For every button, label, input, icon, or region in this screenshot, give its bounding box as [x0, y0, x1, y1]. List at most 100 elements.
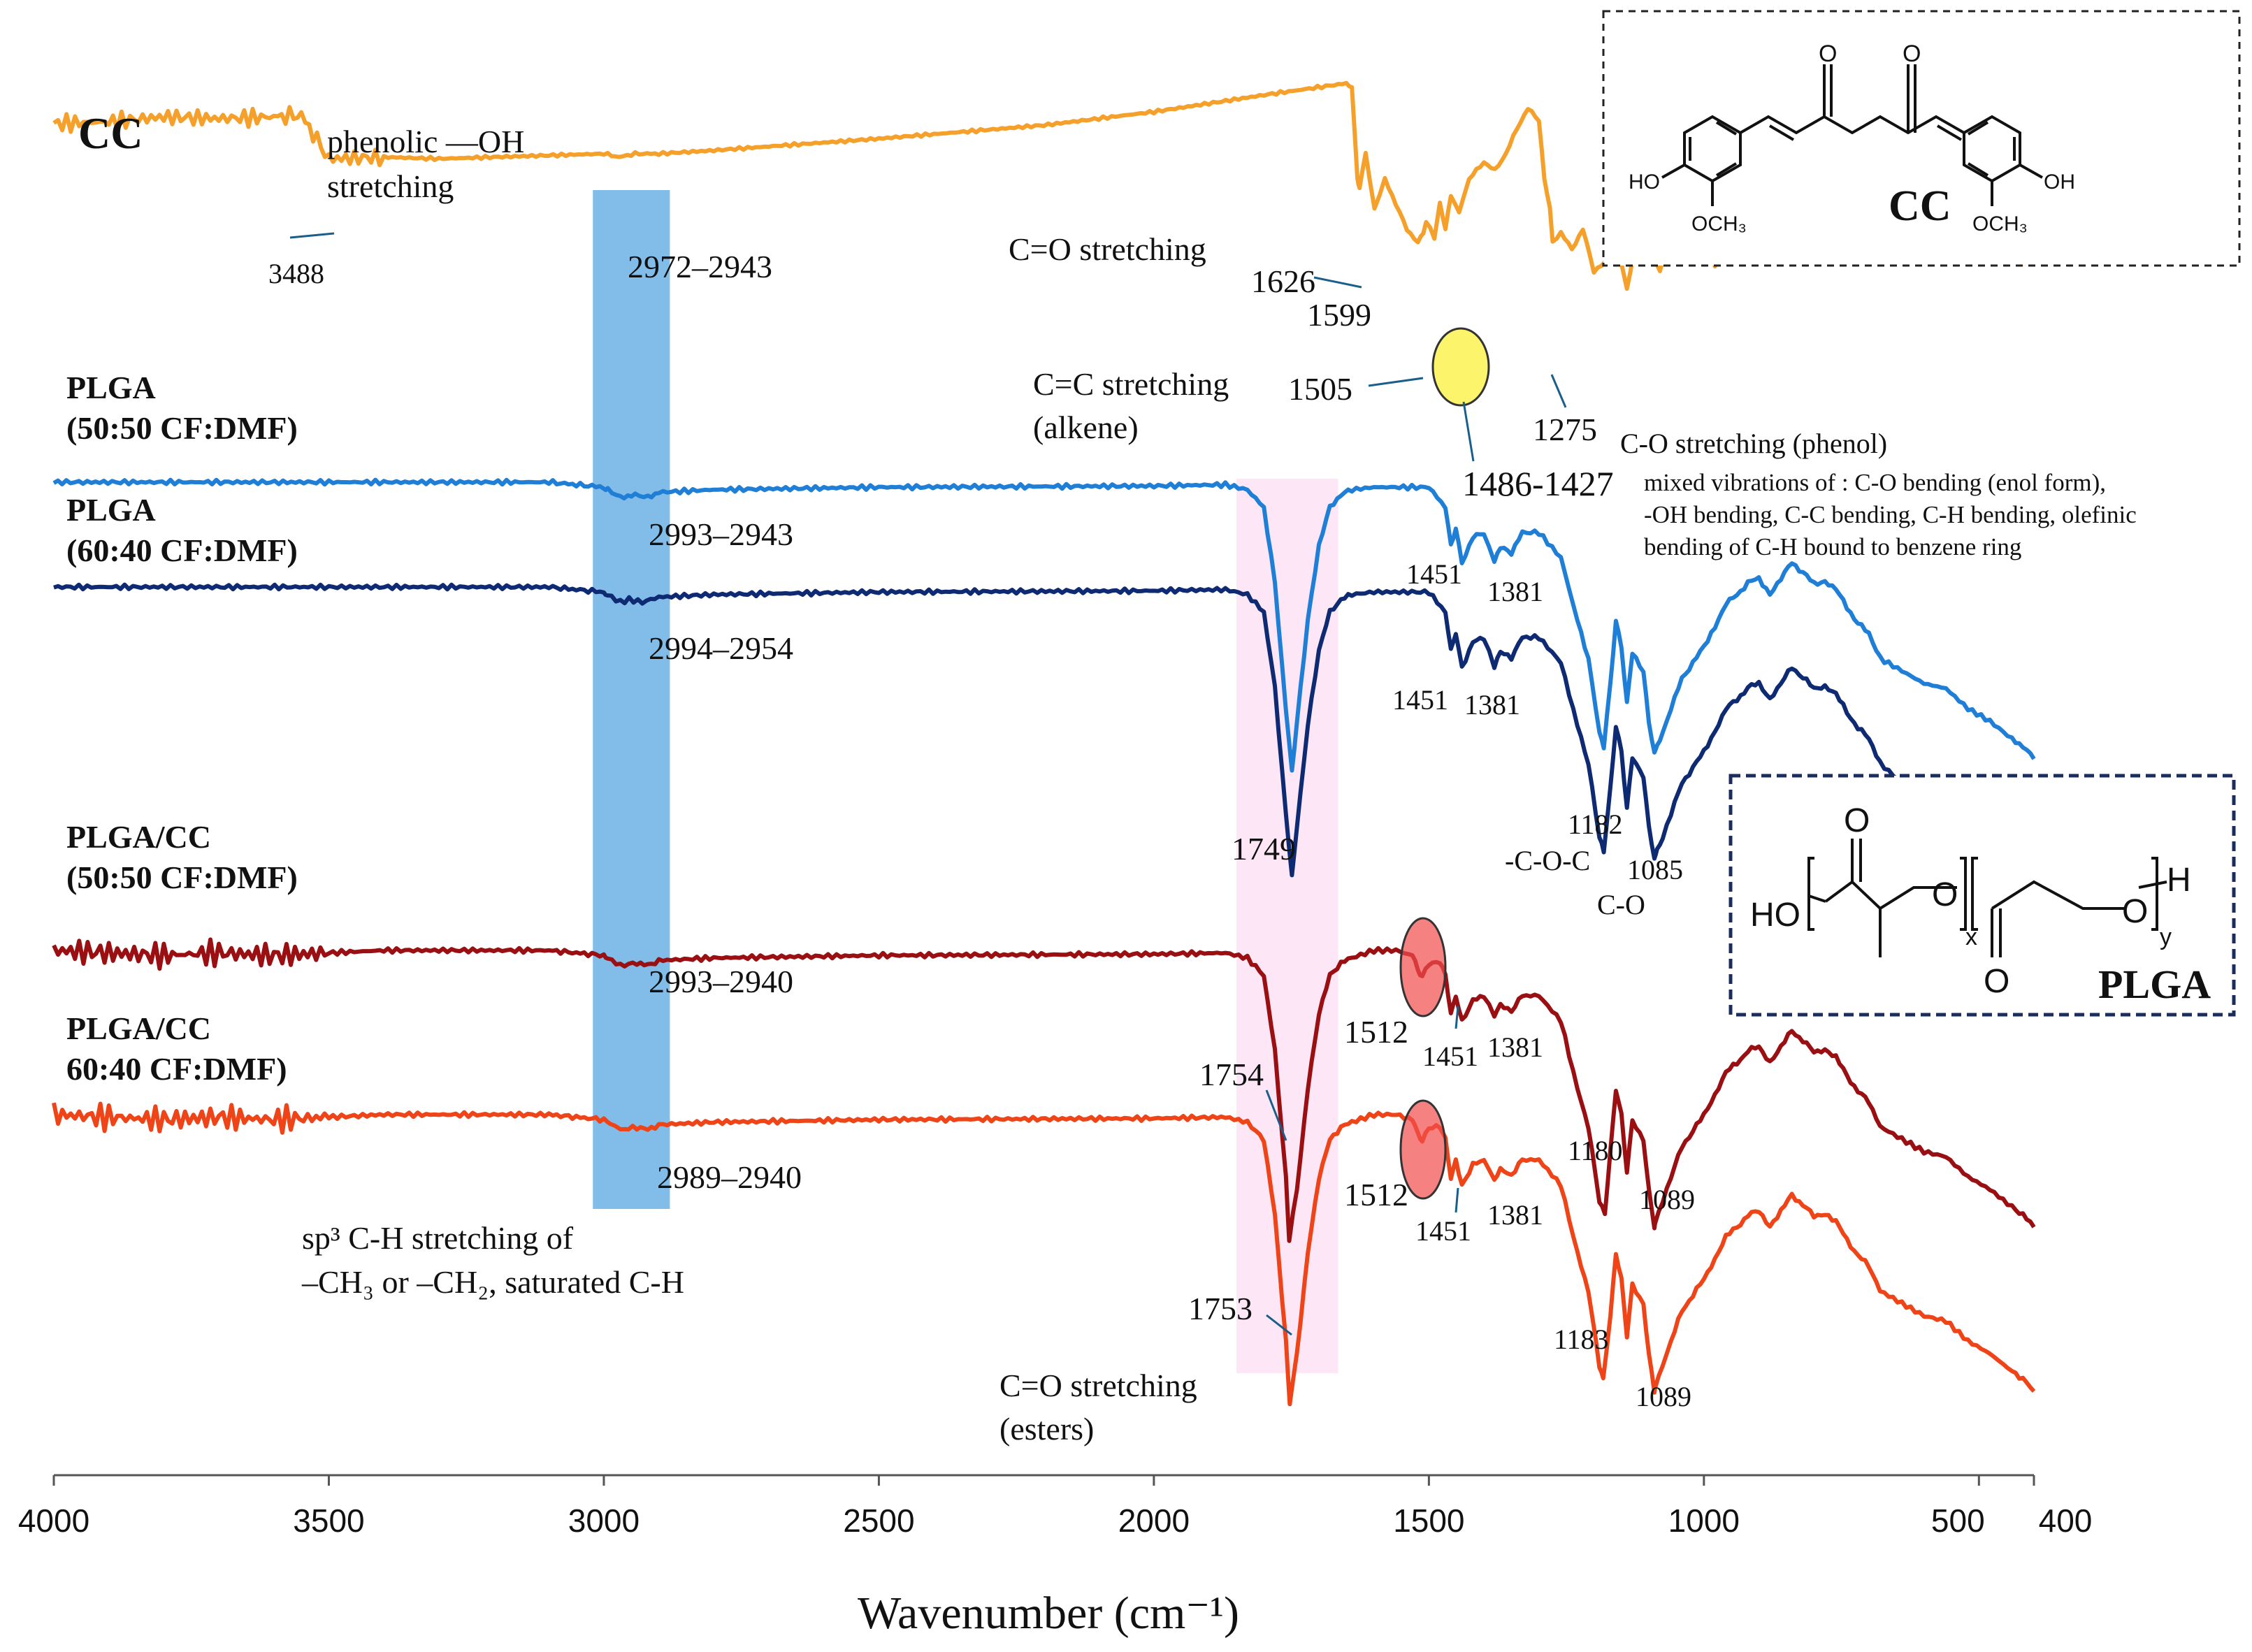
plga-structure-sub-y: y — [2160, 924, 2172, 950]
annotation-mixed-line1: mixed vibrations of : C-O bending (enol … — [1644, 469, 2106, 496]
cc-structure-o2: O — [1903, 41, 1921, 67]
peak-label-1381-plga6040: 1381 — [1464, 689, 1520, 720]
annotation-mixed-line2: -OH bending, C-C bending, C-H bending, o… — [1644, 501, 2137, 528]
x-tick-label-2500: 2500 — [843, 1502, 914, 1539]
peak-label-1381-plgacc5050: 1381 — [1487, 1031, 1543, 1063]
series-label-plga-5050-line1: PLGA — [66, 370, 156, 405]
leader-1754 — [1265, 1089, 1287, 1141]
plga-structure-o-end: O — [2122, 893, 2148, 930]
annotation-cc-stretching-line2: (alkene) — [1033, 410, 1139, 445]
series-label-plga-6040-line2: (60:40 CF:DMF) — [66, 532, 298, 568]
leader-1626 — [1313, 276, 1362, 289]
spectra-group — [52, 80, 2036, 1407]
peak-label-1381-plga5050: 1381 — [1487, 576, 1543, 607]
series-label-plga-5050-line2: (50:50 CF:DMF) — [66, 410, 298, 446]
leader-1275 — [1550, 374, 1567, 408]
annotation-co-phenol: C-O stretching (phenol) — [1620, 428, 1887, 459]
peak-label-1505: 1505 — [1288, 371, 1352, 407]
x-tick-label-1000: 1000 — [1668, 1502, 1740, 1539]
cc-structure-title: CC — [1889, 182, 1951, 230]
peak-label-3488: 3488 — [268, 258, 324, 289]
leader-1451-a — [1455, 1006, 1459, 1029]
series-line-4 — [52, 1101, 2036, 1407]
series-line-1 — [52, 477, 2036, 773]
leader-3488 — [289, 232, 335, 239]
annotation-ester-line1: C=O stretching — [999, 1368, 1197, 1403]
peak-label-1754: 1754 — [1199, 1057, 1264, 1092]
series-line-2 — [53, 582, 1948, 878]
annotation-co: C-O — [1597, 889, 1645, 920]
plga-structure-o-top: O — [1844, 802, 1870, 839]
peak-label-1599: 1599 — [1307, 297, 1371, 333]
plga-structure-o-chain: O — [1932, 876, 1958, 913]
x-tick-label-3500: 3500 — [293, 1502, 364, 1539]
annotation-sp3-line2: –CH₃ or –CH₂, saturated C-H — [301, 1264, 684, 1300]
cc-structure-inset: O O HO OH OCH₃ OCH₃ CC — [1602, 10, 2241, 267]
annotation-co-stretching: C=O stretching — [1009, 231, 1206, 267]
x-tick-label-4000: 4000 — [18, 1502, 89, 1539]
x-axis: 4000 3500 3000 2500 2000 1500 1000 500 400 — [18, 1474, 2093, 1539]
peak-label-1451-plga6040: 1451 — [1392, 684, 1448, 716]
series-label-plga-cc-6040-line1: PLGA/CC — [66, 1010, 211, 1046]
cc-alkene-highlight-ellipse — [1431, 327, 1490, 407]
annotation-mixed-line3: bending of C-H bound to benzene ring — [1644, 533, 2021, 560]
series-line-3 — [52, 937, 2036, 1243]
cc-structure-och3-right: OCH₃ — [1972, 212, 2028, 236]
x-tick-label-3000: 3000 — [568, 1502, 640, 1539]
peak-label-1182: 1182 — [1568, 809, 1623, 840]
x-axis-title: Wavenumber (cm⁻¹) — [858, 1588, 1239, 1639]
x-tick-label-400: 400 — [2039, 1502, 2093, 1539]
peak-label-2989-2940: 2989–2940 — [657, 1159, 802, 1195]
peak-label-1275: 1275 — [1533, 412, 1597, 447]
peak-label-1381-plgacc6040: 1381 — [1487, 1199, 1543, 1231]
peak-label-1451-plgacc6040: 1451 — [1415, 1215, 1471, 1247]
peak-label-1486-1427: 1486-1427 — [1462, 464, 1614, 503]
peak-label-1451-plgacc5050: 1451 — [1422, 1041, 1478, 1072]
peak-label-2994-2954: 2994–2954 — [649, 630, 793, 666]
band-sp3-ch-band — [593, 190, 670, 1209]
peak-label-1512-plgacc5050: 1512 — [1344, 1014, 1408, 1050]
x-tick-label-500: 500 — [1931, 1502, 1985, 1539]
cc-structure-ho: HO — [1629, 171, 1660, 194]
peak-label-1183: 1183 — [1554, 1324, 1609, 1355]
plga-structure-inset: O HO O x O O y H PLGA — [1728, 774, 2236, 1017]
annotation-cc-stretching-line1: C=C stretching — [1033, 366, 1229, 402]
x-tick-label-2000: 2000 — [1118, 1502, 1190, 1539]
cc-structure-o1: O — [1819, 41, 1837, 67]
annotation-sp3-line1: sp³ C-H stretching of — [302, 1220, 574, 1256]
peak-leader-lines — [289, 232, 1567, 1336]
annotation-phenolic-oh-line1: phenolic —OH — [327, 124, 524, 159]
series-label-plga-cc-5050-line2: (50:50 CF:DMF) — [66, 860, 298, 895]
peak-label-1753: 1753 — [1188, 1291, 1253, 1326]
cc-structure-drawing — [1661, 64, 2043, 206]
leader-1753 — [1266, 1314, 1292, 1336]
plga-structure-border — [1728, 774, 2236, 1017]
peak-label-1180: 1180 — [1568, 1135, 1623, 1166]
cc-structure-och3-left: OCH₃ — [1691, 212, 1747, 236]
plga-structure-ho: HO — [1750, 897, 1800, 934]
plga-structure-h: H — [2167, 862, 2191, 899]
peak-label-1626: 1626 — [1251, 263, 1315, 299]
leader-1505 — [1368, 377, 1424, 387]
plga-cc-6040-1512-highlight-ellipse — [1399, 1099, 1447, 1200]
peak-label-1085: 1085 — [1627, 854, 1683, 885]
series-label-cc: CC — [78, 108, 143, 158]
peak-label-2993-2940: 2993–2940 — [649, 964, 793, 999]
leader-1486 — [1462, 401, 1475, 462]
plga-structure-sub-x: x — [1965, 924, 1977, 950]
leader-1451-b — [1455, 1187, 1459, 1213]
peak-label-1512-plgacc6040: 1512 — [1344, 1177, 1408, 1212]
peak-label-1089-plgacc6040: 1089 — [1636, 1381, 1691, 1412]
peak-label-2972-2943: 2972–2943 — [628, 249, 772, 284]
annotation-phenolic-oh-line2: stretching — [327, 168, 454, 204]
x-tick-label-1500: 1500 — [1393, 1502, 1464, 1539]
peak-label-2993-2943: 2993–2943 — [649, 516, 793, 552]
peak-label-1089-plgacc5050: 1089 — [1639, 1184, 1695, 1215]
series-label-plga-6040-line1: PLGA — [66, 492, 156, 528]
series-label-plga-cc-6040-line2: 60:40 CF:DMF) — [66, 1051, 287, 1087]
annotation-coc: -C-O-C — [1505, 845, 1590, 876]
plga-cc-5050-1512-highlight-ellipse — [1399, 917, 1447, 1017]
peak-label-1451-plga5050: 1451 — [1406, 558, 1462, 590]
cc-structure-border — [1602, 10, 2241, 267]
